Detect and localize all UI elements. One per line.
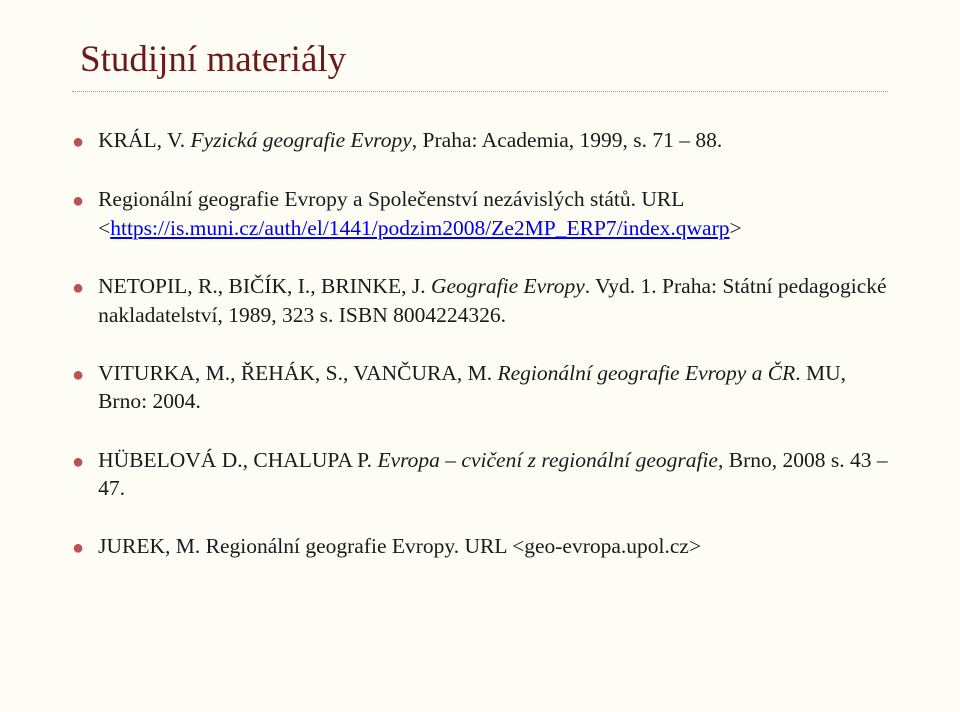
list-item: ● NETOPIL, R., BIČÍK, I., BRINKE, J. Geo… bbox=[72, 272, 888, 329]
list-item: ● KRÁL, V. Fyzická geografie Evropy, Pra… bbox=[72, 126, 888, 155]
text-italic: Evropa – cvičení z regionální geografie bbox=[377, 448, 718, 472]
text-pre: VITURKA, M., ŘEHÁK, S., VANČURA, M. bbox=[98, 361, 497, 385]
text-pre: JUREK, M. Regionální geografie Evropy. U… bbox=[98, 534, 701, 558]
item-content: Regionální geografie Evropy a Společenst… bbox=[98, 185, 888, 242]
slide-title: Studijní materiály bbox=[80, 38, 888, 81]
bullet-icon: ● bbox=[72, 275, 84, 301]
divider bbox=[72, 91, 888, 92]
bullet-icon: ● bbox=[72, 362, 84, 388]
item-content: JUREK, M. Regionální geografie Evropy. U… bbox=[98, 532, 888, 560]
item-content: NETOPIL, R., BIČÍK, I., BRINKE, J. Geogr… bbox=[98, 272, 888, 329]
item-content: HÜBELOVÁ D., CHALUPA P. Evropa – cvičení… bbox=[98, 446, 888, 503]
text-pre: NETOPIL, R., BIČÍK, I., BRINKE, J. bbox=[98, 274, 431, 298]
bullet-icon: ● bbox=[72, 188, 84, 214]
url-link[interactable]: https://is.muni.cz/auth/el/1441/podzim20… bbox=[110, 216, 729, 240]
list-item: ● JUREK, M. Regionální geografie Evropy.… bbox=[72, 532, 888, 561]
list-item: ● Regionální geografie Evropy a Společen… bbox=[72, 185, 888, 242]
item-content: VITURKA, M., ŘEHÁK, S., VANČURA, M. Regi… bbox=[98, 359, 888, 416]
text-post: , Praha: Academia, 1999, s. 71 – 88. bbox=[412, 128, 723, 152]
text-pre: KRÁL, V. bbox=[98, 128, 190, 152]
item-content: KRÁL, V. Fyzická geografie Evropy, Praha… bbox=[98, 126, 888, 154]
text-pre: HÜBELOVÁ D., CHALUPA P. bbox=[98, 448, 377, 472]
text-italic: Fyzická geografie Evropy bbox=[191, 128, 412, 152]
bullet-icon: ● bbox=[72, 449, 84, 475]
list-item: ● HÜBELOVÁ D., CHALUPA P. Evropa – cviče… bbox=[72, 446, 888, 503]
text-italic: Regionální geografie Evropy a ČR bbox=[497, 361, 795, 385]
list-item: ● VITURKA, M., ŘEHÁK, S., VANČURA, M. Re… bbox=[72, 359, 888, 416]
bullet-icon: ● bbox=[72, 129, 84, 155]
text-italic: Geografie Evropy bbox=[431, 274, 585, 298]
bullet-icon: ● bbox=[72, 535, 84, 561]
text-post: > bbox=[730, 216, 742, 240]
